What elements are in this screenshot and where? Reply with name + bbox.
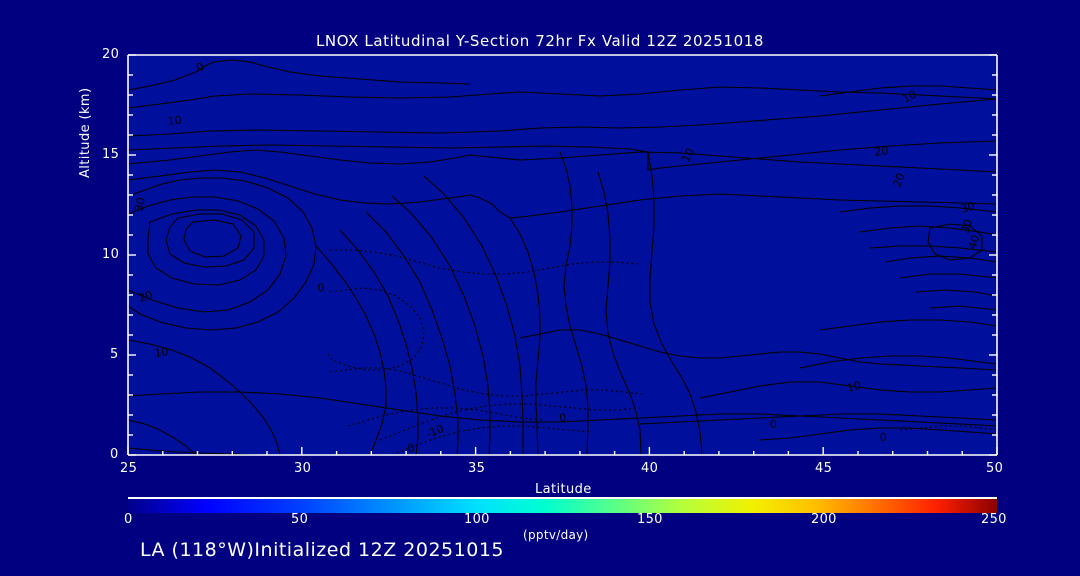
- svg-text:30: 30: [959, 200, 976, 216]
- svg-text:10: 10: [679, 146, 697, 164]
- svg-text:20: 20: [137, 288, 154, 305]
- svg-text:40: 40: [966, 233, 983, 251]
- svg-text:20: 20: [874, 144, 890, 159]
- y-tick-label-5: 5: [110, 347, 119, 362]
- colorbar: [128, 497, 997, 513]
- contour-label-group: 0 10 30 20 10 0 -10 0 0 10 10 20 20 30 3…: [132, 60, 982, 455]
- y-tick-label-10: 10: [102, 247, 120, 262]
- svg-text:0: 0: [769, 418, 777, 431]
- colorbar-tick-0: 0: [124, 512, 133, 527]
- x-axis-title: Latitude: [535, 482, 592, 497]
- y-axis-title: Altitude (km): [78, 87, 93, 178]
- svg-text:0: 0: [558, 411, 567, 425]
- colorbar-tick-150: 150: [637, 512, 663, 527]
- axis-frame: [127, 54, 998, 456]
- colorbar-tick-50: 50: [291, 512, 309, 527]
- svg-text:30: 30: [132, 196, 148, 212]
- colorbar-tick-100: 100: [464, 512, 490, 527]
- contour-lines: [128, 59, 997, 455]
- svg-text:10: 10: [846, 379, 863, 395]
- svg-text:10: 10: [167, 114, 182, 128]
- svg-text:0: 0: [879, 431, 887, 444]
- x-tick-label-45: 45: [815, 461, 833, 476]
- plot-panel: [128, 55, 997, 455]
- figure-caption: LA (118°W)Initialized 12Z 20251015: [140, 539, 504, 561]
- x-tick-label-40: 40: [641, 461, 659, 476]
- y-tick-label-0: 0: [110, 447, 119, 462]
- svg-text:30: 30: [958, 218, 975, 235]
- x-tick-label-50: 50: [986, 461, 1004, 476]
- colorbar-tick-250: 250: [981, 512, 1007, 527]
- svg-text:10: 10: [154, 345, 170, 360]
- negative-contour-lines: [327, 249, 997, 455]
- x-tick-label-25: 25: [120, 461, 138, 476]
- svg-text:20: 20: [891, 171, 908, 189]
- colorbar-unit-label: (pptv/day): [523, 528, 589, 542]
- svg-text:10: 10: [900, 88, 918, 106]
- svg-text:-10: -10: [424, 422, 446, 441]
- y-axis-ticks: [128, 54, 997, 456]
- svg-text:0: 0: [317, 281, 326, 295]
- y-tick-label-15: 15: [102, 147, 120, 162]
- y-tick-label-20: 20: [102, 47, 120, 62]
- x-tick-label-35: 35: [468, 461, 486, 476]
- colorbar-tick-200: 200: [811, 512, 837, 527]
- x-tick-label-30: 30: [294, 461, 312, 476]
- chart-title: LNOX Latitudinal Y-Section 72hr Fx Valid…: [315, 32, 765, 50]
- x-axis-ticks: [127, 447, 998, 455]
- svg-text:0: 0: [407, 441, 415, 455]
